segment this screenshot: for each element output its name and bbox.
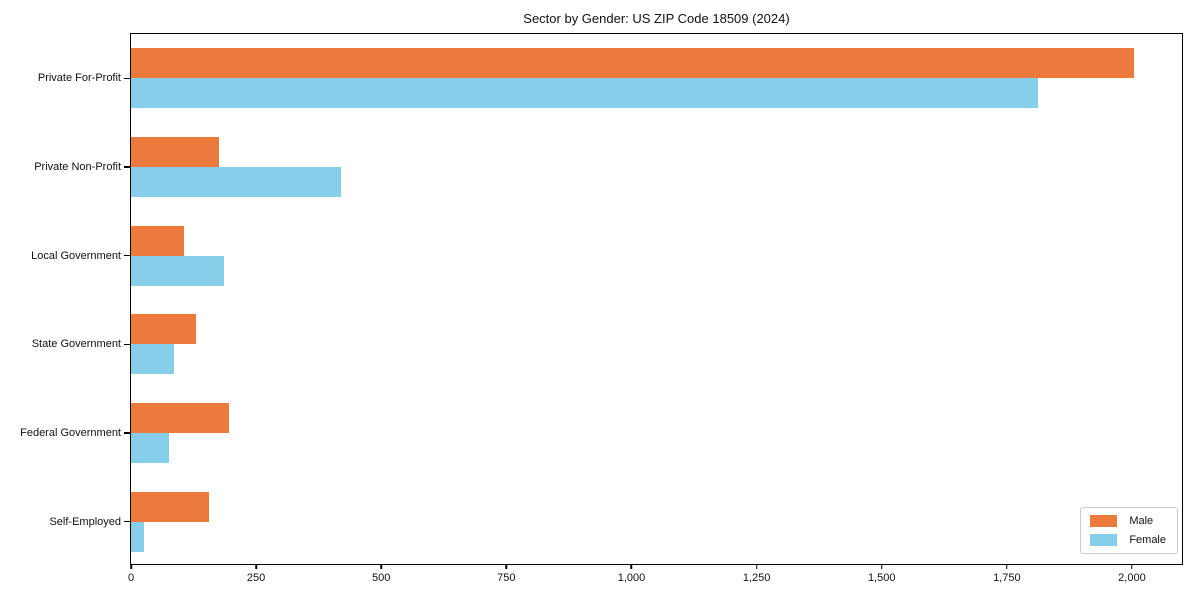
legend: Male Female bbox=[1080, 507, 1178, 554]
bar-female-2 bbox=[131, 167, 342, 197]
x-tick-mark bbox=[1131, 564, 1133, 569]
x-tick-label: 1,250 bbox=[742, 572, 771, 584]
x-tick-mark bbox=[255, 564, 257, 569]
bar-female-5 bbox=[131, 433, 169, 463]
bar-female-3 bbox=[131, 255, 224, 286]
x-tick-mark bbox=[380, 564, 382, 569]
x-tick-label: 250 bbox=[246, 572, 266, 584]
x-tick-mark bbox=[755, 564, 758, 569]
x-tick-label: 750 bbox=[497, 572, 516, 584]
legend-label-female: Female bbox=[1129, 534, 1166, 546]
y-tick-mark bbox=[124, 254, 130, 257]
plot-area: Male Female Private For-Profit Private No… bbox=[20, 33, 1183, 584]
y-tick-label: Self-Employed bbox=[49, 515, 121, 528]
bar-female-6 bbox=[131, 521, 144, 552]
bar-male-1 bbox=[131, 48, 1135, 79]
y-tick-mark bbox=[124, 432, 130, 434]
x-tick-label: 1,500 bbox=[867, 572, 896, 584]
x-tick-mark bbox=[130, 564, 132, 569]
bar-female-1 bbox=[131, 78, 1039, 109]
y-tick-label: State Government bbox=[31, 338, 121, 351]
y-tick-mark bbox=[124, 77, 130, 80]
x-tick-mark bbox=[505, 564, 508, 569]
x-tick-mark bbox=[630, 564, 633, 569]
x-tick-label: 1,000 bbox=[617, 572, 646, 584]
y-tick-label: Federal Government bbox=[20, 427, 121, 439]
bar-male-2 bbox=[131, 137, 219, 167]
female-swatch-icon bbox=[1090, 534, 1118, 546]
y-tick-label: Private For-Profit bbox=[37, 72, 121, 85]
y-tick-mark bbox=[124, 166, 130, 168]
x-tick-label: 500 bbox=[372, 572, 391, 584]
y-tick-mark bbox=[124, 520, 130, 523]
bar-male-5 bbox=[131, 403, 229, 433]
x-tick-mark bbox=[1006, 564, 1008, 569]
bar-male-4 bbox=[131, 314, 197, 345]
y-tick-label: Local Government bbox=[31, 249, 121, 262]
x-tick-label: 0 bbox=[127, 572, 135, 584]
bar-male-6 bbox=[131, 491, 209, 522]
bar-male-3 bbox=[131, 225, 184, 256]
male-swatch-icon bbox=[1090, 515, 1118, 527]
chart-title: Sector by Gender: US ZIP Code 18509 (202… bbox=[523, 11, 790, 26]
legend-item-male: Male bbox=[1090, 515, 1166, 527]
y-tick-mark bbox=[124, 343, 130, 346]
legend-item-female: Female bbox=[1090, 534, 1166, 546]
x-tick-mark bbox=[880, 564, 883, 569]
legend-label-male: Male bbox=[1129, 515, 1154, 527]
x-tick-label: 2,000 bbox=[1118, 572, 1146, 584]
bar-female-4 bbox=[131, 344, 174, 375]
x-tick-label: 1,750 bbox=[993, 572, 1021, 584]
y-tick-label: Private Non-Profit bbox=[34, 161, 121, 173]
